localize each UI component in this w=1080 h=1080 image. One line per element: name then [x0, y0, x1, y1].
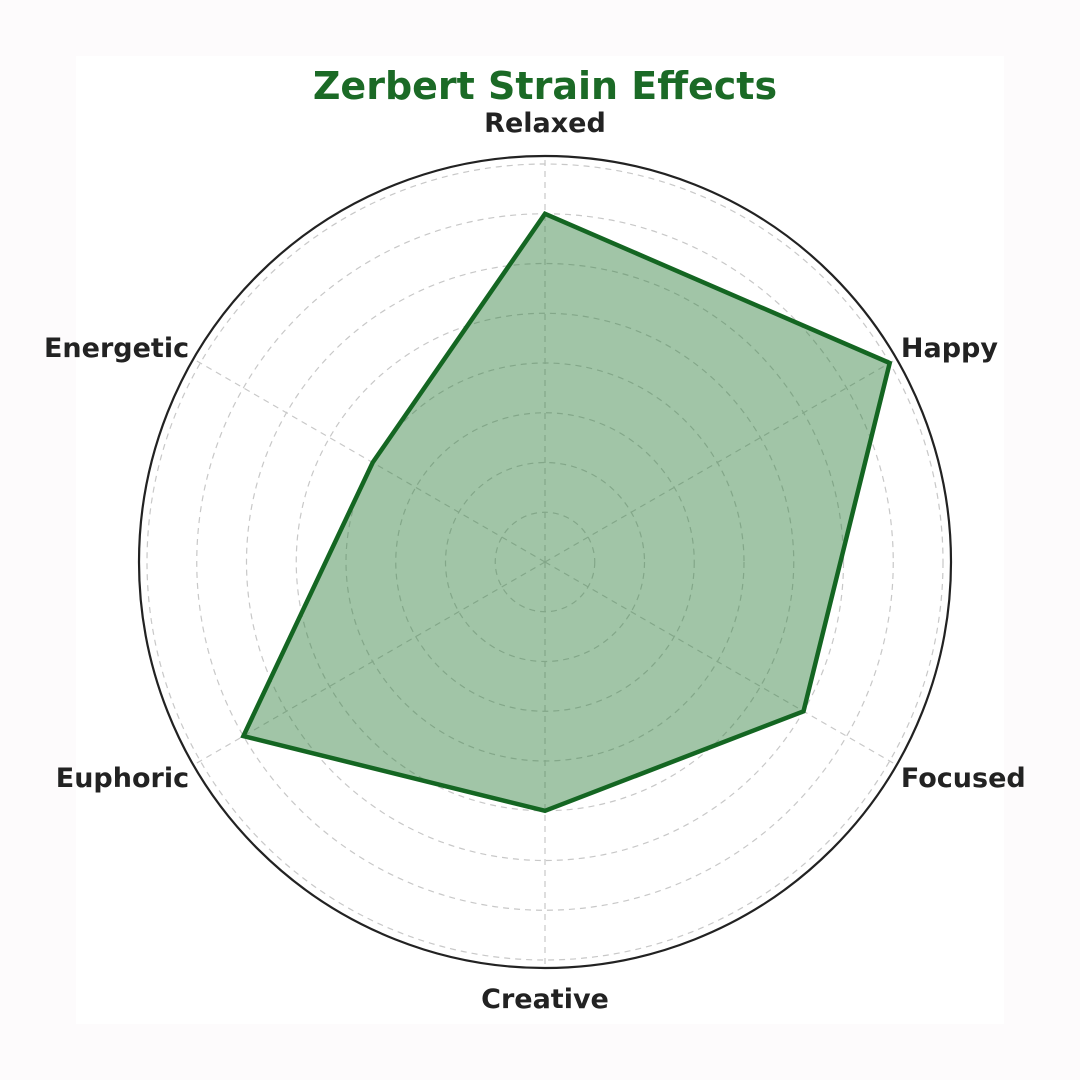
axis-label-creative: Creative — [481, 984, 609, 1015]
data-series-polygon — [240, 211, 893, 814]
spoke-focused — [544, 561, 897, 766]
axis-label-relaxed: Relaxed — [484, 108, 606, 139]
grid-ring — [395, 412, 695, 712]
grid-ring — [245, 262, 845, 862]
axis-label-energetic: Energetic — [44, 333, 189, 364]
axis-label-euphoric: Euphoric — [56, 763, 189, 794]
polar-frame — [137, 154, 953, 970]
spoke-euphoric — [193, 561, 546, 766]
spoke-energetic — [193, 358, 546, 563]
axis-label-happy: Happy — [901, 333, 998, 364]
axis-label-focused: Focused — [901, 763, 1026, 794]
chart-title: Zerbert Strain Effects — [312, 64, 778, 108]
spoke-happy — [544, 358, 897, 563]
